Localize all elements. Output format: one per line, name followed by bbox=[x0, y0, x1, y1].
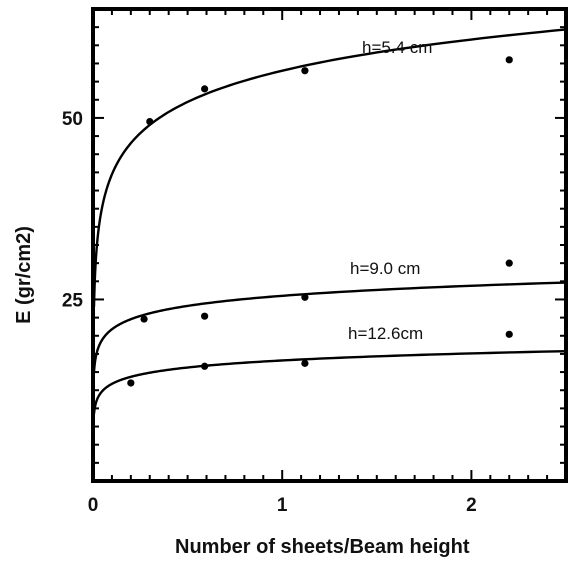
fit-curve-series-2 bbox=[92, 349, 567, 414]
series-label-h-12-6: h=12.6cm bbox=[348, 324, 423, 343]
point-layer bbox=[127, 56, 513, 387]
x-axis-title: Number of sheets/Beam height bbox=[175, 536, 470, 558]
y-tick-label: 50 bbox=[62, 109, 83, 130]
data-point-series-2 bbox=[127, 379, 135, 387]
series-label-h-9-0: h=9.0 cm bbox=[350, 259, 420, 278]
data-point-series-1 bbox=[201, 312, 209, 320]
curve-layer bbox=[92, 28, 567, 414]
label-layer: Number of sheets/Beam height E (gr/cm2) … bbox=[13, 38, 470, 558]
plot-frame bbox=[91, 7, 568, 483]
data-point-series-1 bbox=[301, 293, 309, 301]
data-point-series-0 bbox=[146, 117, 154, 126]
data-point-series-2 bbox=[301, 359, 309, 367]
x-tick-label: 0 bbox=[88, 495, 99, 516]
y-tick-label: 25 bbox=[62, 290, 84, 311]
x-tick-label: 2 bbox=[466, 495, 477, 516]
series-label-h-5-4: h=5.4 cm bbox=[362, 38, 432, 57]
data-point-series-0 bbox=[201, 85, 209, 93]
tick-layer: 0 1 2 25 50 bbox=[62, 9, 566, 516]
data-point-series-0 bbox=[301, 67, 309, 75]
y-axis-title: E (gr/cm2) bbox=[13, 226, 35, 324]
data-point-series-1 bbox=[140, 315, 148, 323]
data-point-series-1 bbox=[505, 259, 513, 267]
fit-curve-series-0 bbox=[92, 28, 567, 307]
data-point-series-2 bbox=[505, 330, 513, 338]
data-point-series-0 bbox=[505, 56, 513, 64]
fit-curve-series-1 bbox=[92, 281, 567, 373]
x-tick-label: 1 bbox=[277, 495, 288, 516]
frame-layer bbox=[91, 7, 568, 483]
data-point-series-2 bbox=[201, 362, 209, 370]
